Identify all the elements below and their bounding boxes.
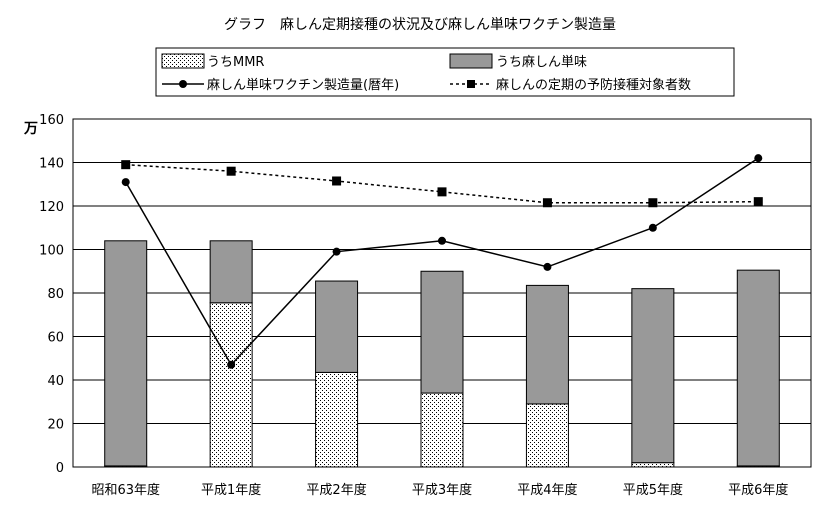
data-point-target [753, 197, 763, 207]
legend-label-target: 麻しんの定期の予防接種対象者数 [496, 77, 691, 93]
y-tick-label: 120 [39, 200, 64, 215]
x-tick-labels: 昭和63年度 平成1年度 平成2年度 平成3年度 平成4年度 平成5年度 平成6年度 [91, 482, 788, 498]
y-tick-label: 140 [39, 157, 64, 172]
data-point-production [438, 236, 446, 245]
y-tick-labels: 0 20 40 60 80 100 120 140 160 [39, 113, 64, 476]
bars [104, 240, 780, 468]
data-point-target [648, 198, 658, 208]
data-point-production [543, 262, 552, 271]
legend-swatch-single [449, 53, 493, 69]
x-tick-label: 平成1年度 [201, 482, 261, 498]
bar-segment-single [631, 288, 675, 464]
y-tick-label: 40 [47, 374, 64, 389]
data-point-production [332, 247, 341, 256]
bar-segment-mmr [631, 462, 675, 468]
legend: うちMMR うち麻しん単味 麻しん単味ワクチン製造量(暦年) 麻しんの定期の予防… [155, 47, 735, 97]
x-tick-label: 昭和63年度 [91, 482, 160, 498]
y-tick-label: 60 [47, 331, 64, 346]
bar-segment-mmr [315, 371, 359, 468]
data-point-production [121, 178, 130, 187]
legend-label-single: うち麻しん単味 [496, 54, 587, 70]
data-point-target [437, 187, 447, 197]
data-point-target [332, 176, 342, 186]
bar-segment-single [209, 240, 253, 304]
y-axis-unit: 万 [23, 121, 38, 137]
bar-segment-mmr [420, 392, 464, 468]
y-tick-label: 100 [39, 244, 64, 259]
bar-segment-single [420, 270, 464, 394]
data-point-target [121, 160, 131, 170]
data-point-production [227, 360, 236, 369]
data-point-target [542, 198, 552, 208]
x-tick-label: 平成3年度 [412, 482, 472, 498]
data-point-production [754, 154, 763, 163]
x-tick-label: 平成5年度 [623, 482, 683, 498]
y-tick-label: 160 [39, 113, 64, 128]
legend-label-production: 麻しん単味ワクチン製造量(暦年) [207, 77, 399, 93]
y-tick-label: 0 [56, 461, 64, 476]
bar-segment-single [315, 280, 359, 373]
legend-label-mmr: うちMMR [207, 55, 264, 70]
legend-marker-target [467, 80, 475, 88]
legend-swatch-mmr [161, 53, 205, 69]
y-tick-label: 80 [47, 287, 64, 302]
legend-box [155, 47, 735, 97]
lines [121, 154, 763, 369]
bar-segment-single [736, 269, 780, 467]
bar-segment-single [525, 284, 569, 405]
bar-segment-mmr [525, 403, 569, 468]
data-point-target [226, 166, 236, 176]
x-tick-label: 平成4年度 [517, 482, 577, 498]
x-tick-label: 平成2年度 [306, 482, 366, 498]
y-tick-label: 20 [47, 418, 64, 433]
bar-segment-mmr [209, 302, 253, 468]
legend-marker-production [179, 80, 187, 88]
x-tick-label: 平成6年度 [728, 482, 788, 498]
chart-title: グラフ 麻しん定期接種の状況及び麻しん単味ワクチン製造量 [224, 16, 616, 33]
bar-segment-single [104, 240, 148, 467]
data-point-production [648, 223, 657, 232]
